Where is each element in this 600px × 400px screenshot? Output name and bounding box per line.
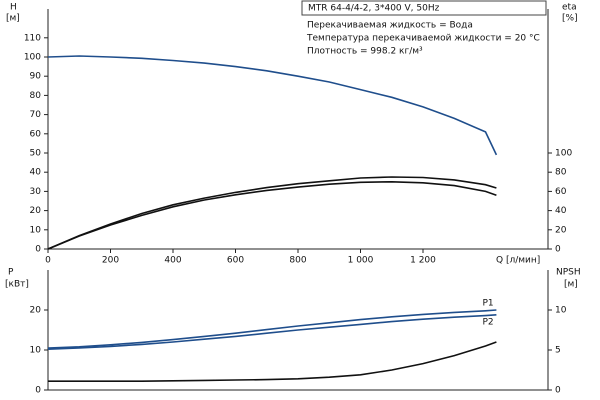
y-tick-label: 100 (24, 53, 41, 63)
y2-tick-label: 40 (555, 206, 567, 216)
series-line (48, 341, 497, 382)
y-tick-label: 50 (30, 149, 42, 159)
annotation: Температура перекачиваемой жидкости = 20… (306, 34, 540, 44)
y-tick-label: 60 (30, 129, 42, 139)
y-axis-unit: [кВт] (5, 280, 29, 290)
y2-tick-label: 0 (555, 386, 561, 396)
y2-tick-label: 10 (555, 306, 567, 316)
x-tick-label: 800 (289, 256, 306, 266)
chart-title: MTR 64-4/4-2, 3*400 V, 50Hz (308, 4, 440, 14)
x-tick-label: 600 (227, 256, 244, 266)
y2-tick-label: 5 (555, 346, 561, 356)
y2-axis-label: NPSH (556, 268, 581, 278)
y-tick-label: 40 (30, 168, 42, 178)
series-line (47, 176, 497, 250)
y-tick-label: 80 (30, 91, 42, 101)
y2-axis-unit: [%] (562, 14, 578, 24)
y2-axis-label: eta (562, 3, 577, 13)
axis-line (47, 270, 549, 391)
x-tick-label: 0 (45, 256, 51, 266)
y-axis-label: H (10, 3, 17, 13)
y2-tick-label: 100 (555, 149, 572, 159)
y-tick-label: 10 (30, 225, 42, 235)
series-label: P2 (482, 317, 493, 327)
series-line (47, 55, 498, 156)
x-tick-label: 1 000 (348, 256, 374, 266)
title-box (301, 0, 547, 16)
y-tick-label: 30 (30, 187, 42, 197)
annotation: Плотность = 998.2 кг/м³ (307, 47, 423, 57)
series-line (47, 180, 497, 250)
y-tick-label: 70 (30, 110, 42, 120)
y-tick-label: 10 (30, 346, 42, 356)
y2-tick-label: 80 (555, 168, 567, 178)
y-tick-label: 110 (24, 33, 41, 43)
y2-axis-unit: [м] (564, 280, 578, 290)
series-line (47, 314, 497, 350)
series-line (47, 309, 497, 349)
y-axis-label: P (8, 268, 14, 278)
annotation: Перекачиваемая жидкость = Вода (307, 21, 473, 31)
x-tick-label: 400 (164, 256, 181, 266)
y2-tick-label: 20 (555, 225, 567, 235)
axis-line (47, 9, 549, 250)
series-label: P1 (482, 299, 493, 309)
x-axis-label: Q [л/мин] (496, 256, 540, 266)
y2-tick-label: 0 (555, 245, 561, 255)
y-tick-label: 20 (30, 206, 42, 216)
x-tick-label: 200 (102, 256, 119, 266)
x-tick-label: 1 200 (410, 256, 436, 266)
y2-tick-label: 60 (555, 187, 567, 197)
y-axis-unit: [м] (6, 14, 20, 24)
y-tick-label: 20 (30, 306, 42, 316)
y-tick-label: 0 (35, 245, 41, 255)
y-tick-label: 90 (30, 72, 42, 82)
y-tick-label: 0 (35, 386, 41, 396)
